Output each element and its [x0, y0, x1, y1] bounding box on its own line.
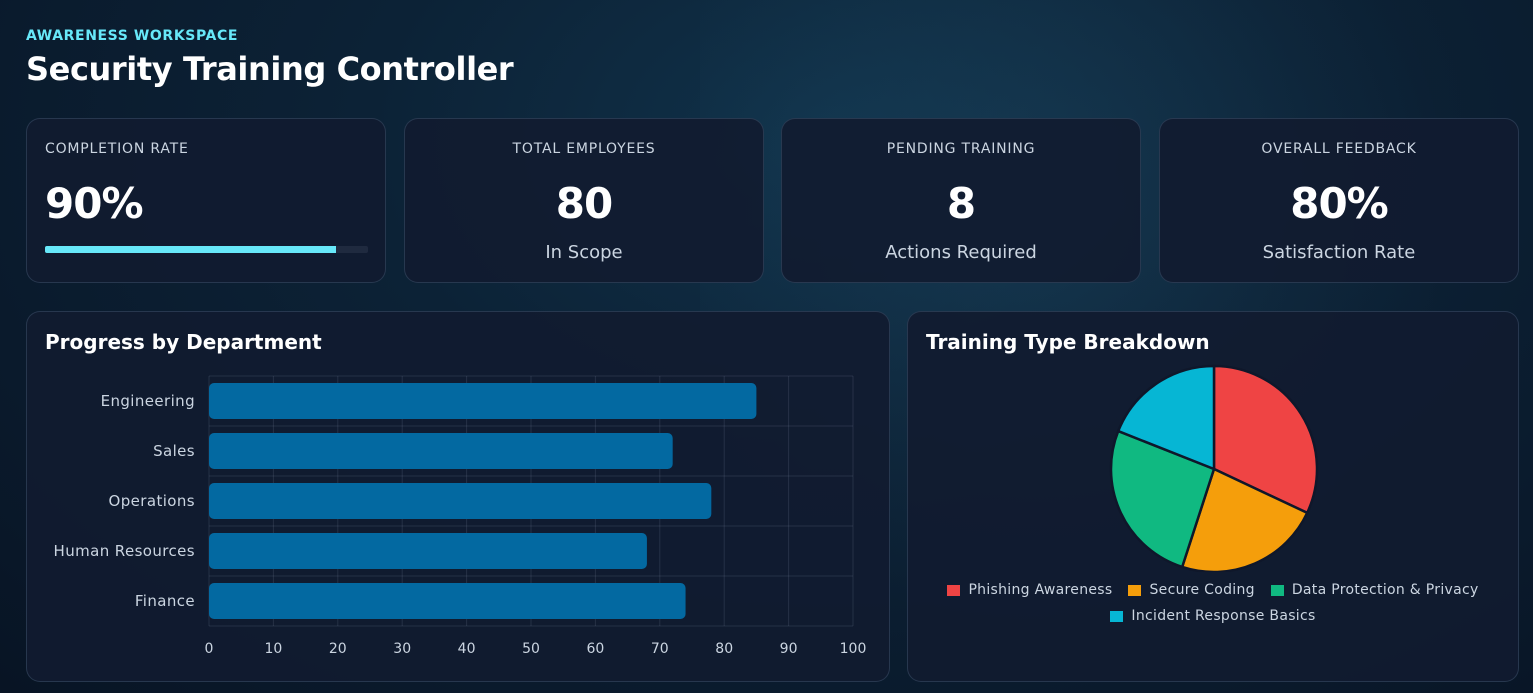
x-tick-label: 50 — [522, 641, 540, 657]
pending-training-value: 8 — [946, 179, 976, 228]
page-header: AWARENESS WORKSPACE Security Training Co… — [26, 28, 514, 88]
page-title: Security Training Controller — [26, 50, 514, 88]
total-employees-sub: In Scope — [545, 242, 623, 263]
x-tick-label: 30 — [393, 641, 411, 657]
bar-operations — [209, 483, 712, 519]
x-tick-label: 10 — [264, 641, 282, 657]
overall-feedback-card: OVERALL FEEDBACK 80% Satisfaction Rate — [1159, 118, 1519, 283]
legend-label: Secure Coding — [1149, 582, 1255, 598]
completion-rate-label: COMPLETION RATE — [45, 141, 189, 157]
pending-training-sub: Actions Required — [885, 242, 1037, 263]
x-tick-label: 70 — [651, 641, 669, 657]
pie-legend: Phishing Awareness Secure Coding Data Prot… — [928, 582, 1498, 624]
training-type-title: Training Type Breakdown — [926, 330, 1210, 354]
pie-slice-phishing-awareness — [1212, 364, 1319, 515]
legend-item[interactable]: Phishing Awareness — [947, 582, 1112, 598]
total-employees-label: TOTAL EMPLOYEES — [512, 141, 656, 157]
bar-engineering — [209, 383, 757, 419]
y-tick-label: Human Resources — [54, 542, 195, 560]
legend-swatch — [1110, 610, 1124, 622]
x-tick-label: 20 — [329, 641, 347, 657]
pie-slice-secure-coding — [1180, 467, 1309, 572]
y-tick-label: Engineering — [101, 392, 195, 410]
y-tick-label: Finance — [135, 592, 195, 610]
x-tick-label: 90 — [780, 641, 798, 657]
pie-slice-data-protection-privacy — [1109, 429, 1216, 569]
completion-progress-bar — [45, 246, 368, 253]
legend-item[interactable]: Incident Response Basics — [1110, 608, 1315, 624]
total-employees-card: TOTAL EMPLOYEES 80 In Scope — [404, 118, 764, 283]
x-tick-label: 80 — [715, 641, 733, 657]
y-tick-label: Sales — [153, 442, 195, 460]
legend-swatch — [947, 584, 961, 596]
total-employees-value: 80 — [555, 179, 613, 228]
overall-feedback-sub: Satisfaction Rate — [1262, 242, 1416, 263]
legend-label: Data Protection & Privacy — [1291, 582, 1479, 598]
legend-swatch — [1128, 584, 1142, 596]
completion-rate-value: 90% — [45, 179, 144, 228]
legend-label: Incident Response Basics — [1131, 608, 1316, 624]
x-tick-label: 40 — [458, 641, 476, 657]
department-progress-title: Progress by Department — [45, 330, 322, 354]
pie-slice-incident-response-basics — [1116, 364, 1216, 471]
department-bar-chart: 0 10 20 30 40 50 60 70 80 90 100 Engineering Sales Op… — [54, 375, 867, 657]
legend-swatch — [1270, 584, 1284, 596]
bar-human-resources — [209, 533, 647, 569]
legend-label: Phishing Awareness — [968, 582, 1113, 598]
department-progress-panel: Progress by Department 0 10 20 30 40 50 60 70 80… — [26, 311, 890, 682]
legend-item[interactable]: Data Protection & Privacy — [1270, 582, 1479, 598]
x-tick-label: 100 — [840, 641, 867, 657]
training-type-pie-chart — [1109, 364, 1319, 572]
completion-rate-card: COMPLETION RATE 90% — [26, 118, 386, 283]
pending-training-label: PENDING TRAINING — [886, 141, 1036, 157]
legend-item[interactable]: Secure Coding — [1128, 582, 1255, 598]
bar-sales — [209, 433, 673, 469]
overall-feedback-value: 80% — [1290, 179, 1389, 228]
bar-finance — [209, 583, 686, 619]
x-tick-label: 0 — [205, 641, 214, 657]
pending-training-card: PENDING TRAINING 8 Actions Required — [781, 118, 1141, 283]
training-type-panel: Training Type Breakdown Phishing Awarene… — [907, 311, 1519, 682]
overall-feedback-label: OVERALL FEEDBACK — [1261, 141, 1417, 157]
workspace-label: AWARENESS WORKSPACE — [26, 28, 238, 44]
y-tick-label: Operations — [109, 492, 195, 510]
completion-progress-fill — [45, 246, 336, 253]
x-tick-label: 60 — [586, 641, 604, 657]
